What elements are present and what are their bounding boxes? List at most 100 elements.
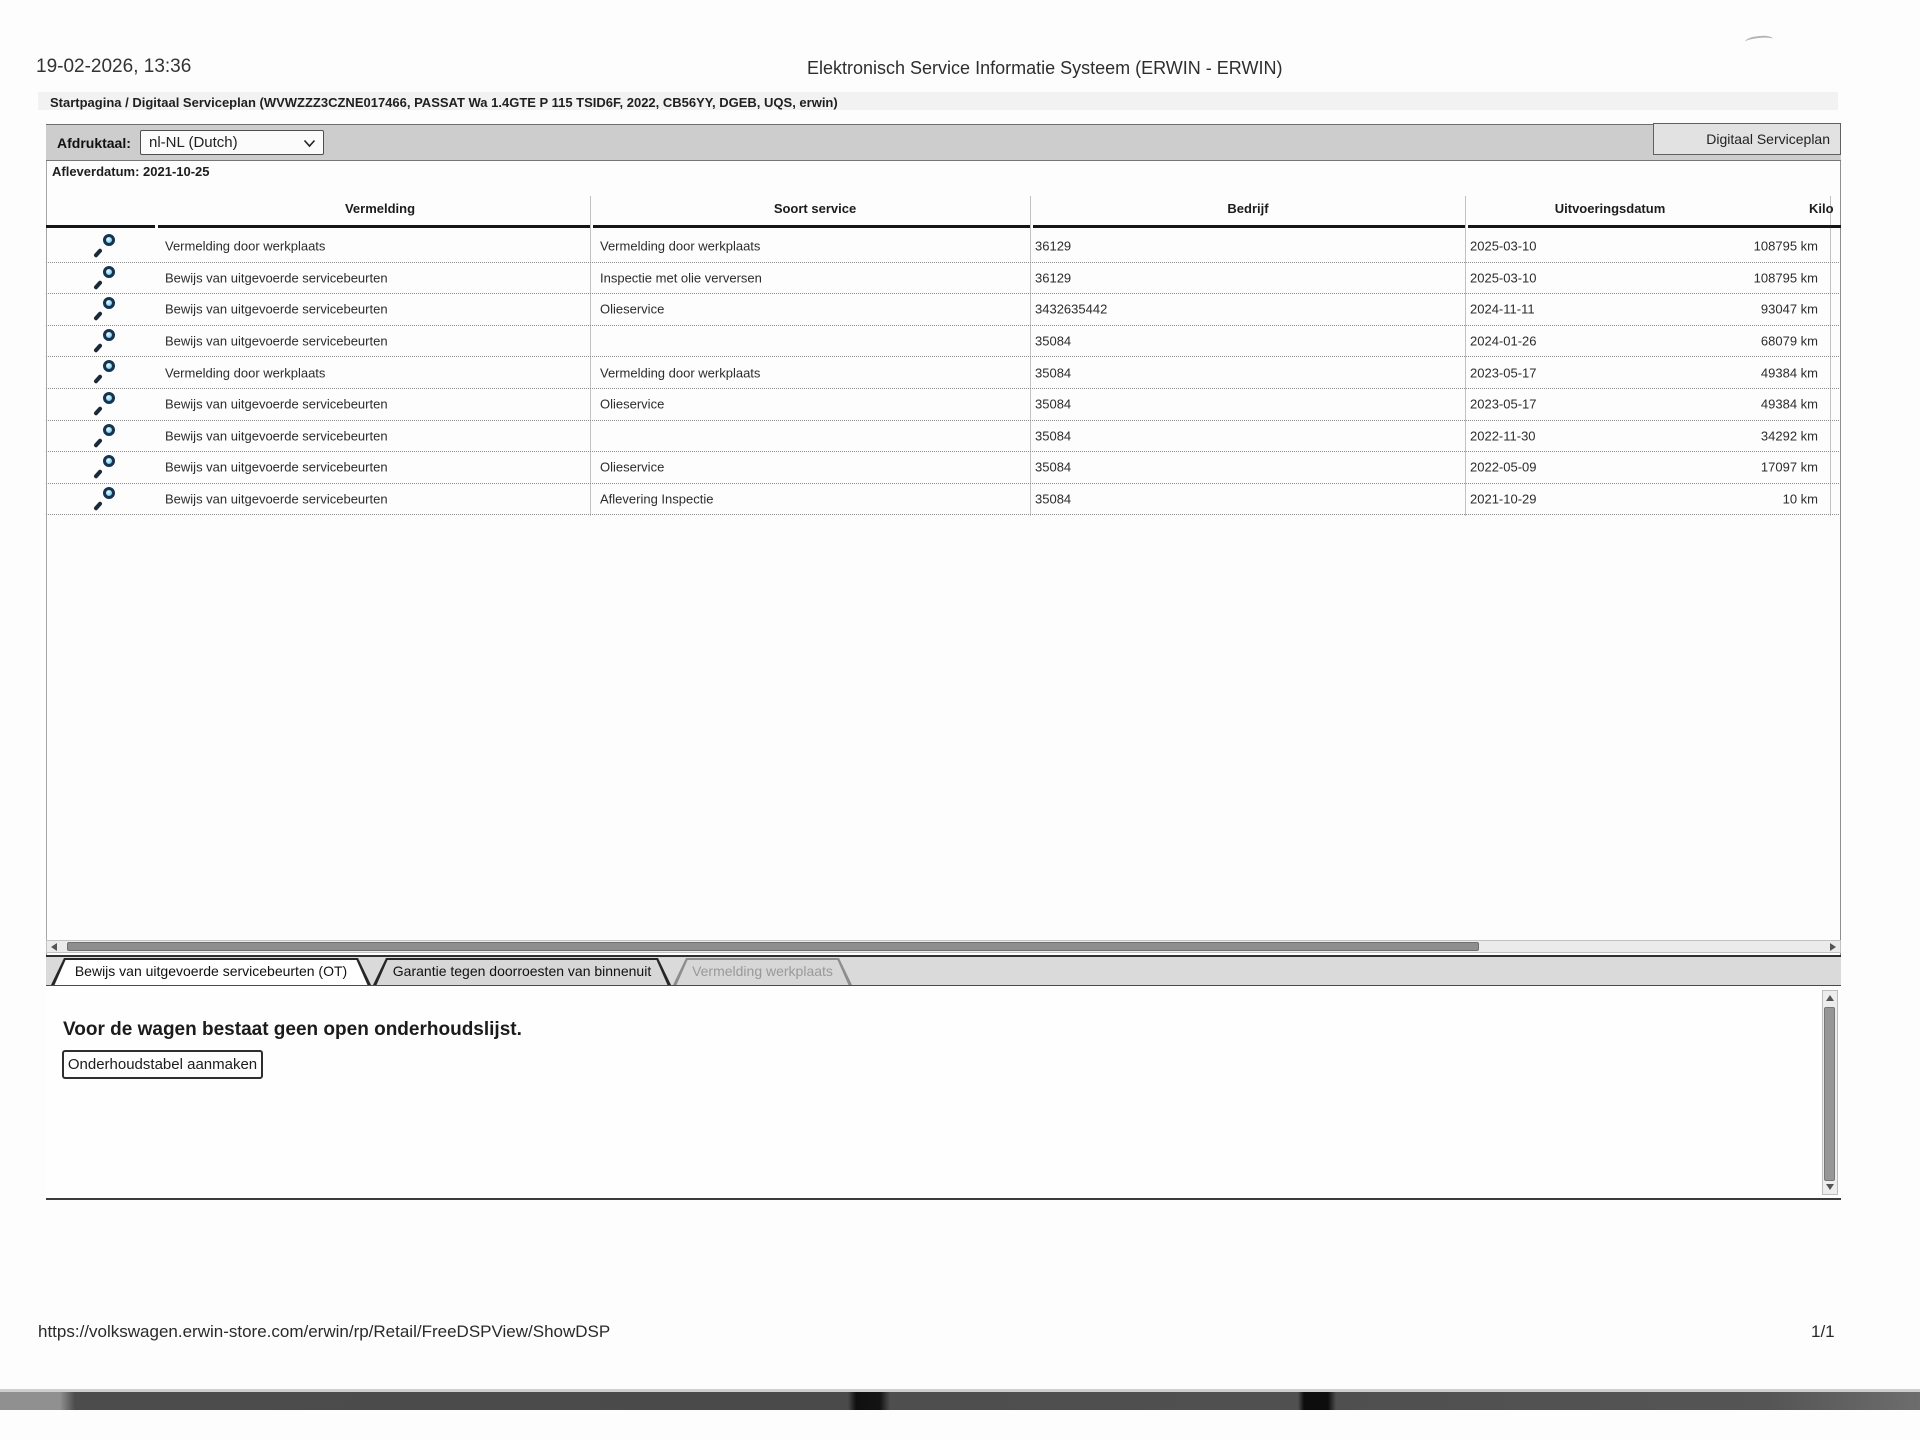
cell-kilometerstand: 34292 km	[1760, 428, 1818, 444]
breadcrumb: Startpagina / Digitaal Serviceplan (WVWZ…	[50, 95, 838, 110]
print-datetime: 19-02-2026, 13:36	[36, 56, 192, 77]
cell-vermelding: Bewijs van uitgevoerde servicebeurten	[165, 270, 388, 286]
cell-vermelding: Bewijs van uitgevoerde servicebeurten	[165, 491, 388, 507]
table-row: Vermelding door werkplaats Vermelding do…	[46, 231, 1841, 263]
cell-kilometerstand: 108795 km	[1753, 238, 1818, 254]
cell-vermelding: Bewijs van uitgevoerde servicebeurten	[165, 396, 388, 412]
page-title: Elektronisch Service Informatie Systeem …	[807, 58, 1283, 78]
table-row: Bewijs van uitgevoerde servicebeurten Ol…	[46, 389, 1841, 421]
table-row: Bewijs van uitgevoerde servicebeurten Ol…	[46, 294, 1841, 326]
column-header-kilometerstand: Kilo	[1809, 201, 1834, 216]
column-header-vermelding: Vermelding	[344, 201, 416, 216]
magnifier-icon[interactable]	[92, 360, 117, 385]
magnifier-icon[interactable]	[92, 486, 117, 512]
magnifier-lens	[103, 234, 115, 246]
toolbar: Afdruktaal: nl-NL (Dutch) Digitaal Servi…	[46, 123, 1841, 161]
table-row: Bewijs van uitgevoerde servicebeurten In…	[46, 263, 1841, 295]
magnifier-handle	[93, 500, 103, 511]
magnifier-handle	[93, 405, 103, 417]
tab-label: Garantie tegen doorroesten van binnenuit	[392, 963, 652, 979]
cell-uitvoeringsdatum: 2024-11-11	[1470, 301, 1535, 317]
cell-uitvoeringsdatum: 2021-10-29	[1470, 491, 1537, 507]
magnifier-handle	[93, 342, 103, 353]
horizontal-scrollbar-thumb[interactable]	[67, 942, 1479, 951]
column-header-soort-service: Soort service	[773, 201, 857, 216]
cell-vermelding: Bewijs van uitgevoerde servicebeurten	[165, 301, 388, 317]
magnifier-icon[interactable]	[92, 391, 117, 417]
magnifier-handle	[93, 279, 103, 290]
language-select[interactable]: nl-NL (Dutch)	[140, 130, 324, 155]
cell-uitvoeringsdatum: 2022-11-30	[1470, 428, 1536, 444]
scan-artifact-mark	[1744, 34, 1774, 47]
column-separator	[1830, 196, 1831, 516]
scan-streak	[38, 92, 1838, 110]
cell-soort-service: Olieservice	[600, 301, 665, 317]
magnifier-handle	[93, 374, 103, 385]
cell-kilometerstand: 17097 km	[1760, 459, 1818, 475]
header-underline	[46, 225, 1841, 228]
print-language-label: Afdruktaal:	[57, 135, 131, 151]
magnifier-lens	[103, 391, 115, 404]
cell-kilometerstand: 10 km	[1782, 491, 1818, 507]
table-row: Vermelding door werkplaats Vermelding do…	[46, 357, 1841, 389]
magnifier-icon[interactable]	[92, 423, 117, 449]
cell-uitvoeringsdatum: 2022-05-09	[1470, 459, 1537, 475]
header-underline-gap	[155, 225, 158, 228]
magnifier-icon[interactable]	[92, 328, 117, 354]
tab-fill	[673, 958, 852, 985]
magnifier-icon[interactable]	[92, 234, 117, 259]
cell-kilometerstand: 93047 km	[1760, 301, 1818, 317]
cell-uitvoeringsdatum: 2023-05-17	[1470, 365, 1537, 381]
service-history-table: Vermelding door werkplaats Vermelding do…	[46, 231, 1841, 516]
tab-garantie-doorroesten[interactable]: Garantie tegen doorroesten van binnenuit	[373, 958, 671, 985]
cell-soort-service: Aflevering Inspectie	[600, 491, 714, 507]
cell-uitvoeringsdatum: 2023-05-17	[1470, 396, 1537, 412]
create-maintenance-table-button[interactable]: Onderhoudstabel aanmaken	[62, 1050, 263, 1079]
magnifier-handle	[93, 437, 103, 448]
magnifier-icon[interactable]	[92, 455, 117, 480]
tab-label: Bewijs van uitgevoerde servicebeurten (O…	[74, 963, 348, 979]
cell-uitvoeringsdatum: 2024-01-26	[1470, 333, 1537, 349]
cell-vermelding: Vermelding door werkplaats	[165, 365, 326, 381]
magnifier-lens	[103, 423, 115, 436]
cell-bedrijf: 35084	[1035, 459, 1072, 475]
header-underline-gap	[1465, 225, 1468, 228]
magnifier-lens	[103, 455, 115, 468]
cell-soort-service: Vermelding door werkplaats	[600, 365, 761, 381]
table-row: Bewijs van uitgevoerde servicebeurten Ol…	[46, 452, 1841, 484]
header-underline-gap	[590, 225, 593, 228]
panel-message: Voor de wagen bestaat geen open onderhou…	[63, 1019, 522, 1040]
cell-vermelding: Bewijs van uitgevoerde servicebeurten	[165, 428, 388, 444]
cell-kilometerstand: 49384 km	[1760, 365, 1818, 381]
magnifier-handle	[93, 469, 103, 480]
magnifier-lens	[103, 486, 115, 499]
column-separator	[590, 196, 591, 516]
scan-artifact-band	[0, 1389, 1920, 1410]
tab-strip: Bewijs van uitgevoerde servicebeurten (O…	[46, 955, 1841, 985]
cell-bedrijf: 35084	[1035, 428, 1072, 444]
delivery-date: Afleverdatum: 2021-10-25	[52, 164, 210, 179]
scroll-up-arrow-icon[interactable]	[1826, 995, 1834, 1001]
table-row: Bewijs van uitgevoerde servicebeurten 35…	[46, 421, 1841, 453]
scroll-down-arrow-icon[interactable]	[1826, 1184, 1834, 1190]
cell-kilometerstand: 49384 km	[1760, 396, 1818, 412]
tab-bewijs-servicebeurten[interactable]: Bewijs van uitgevoerde servicebeurten (O…	[51, 958, 371, 985]
magnifier-lens	[103, 328, 115, 341]
vertical-scrollbar-thumb[interactable]	[1824, 1007, 1835, 1181]
column-header-bedrijf: Bedrijf	[1227, 201, 1269, 216]
magnifier-lens	[103, 297, 115, 310]
scroll-left-arrow-icon[interactable]	[51, 943, 57, 951]
cell-uitvoeringsdatum: 2025-03-10	[1470, 270, 1537, 286]
vertical-scrollbar[interactable]	[1822, 990, 1838, 1195]
cell-bedrijf: 35084	[1035, 365, 1072, 381]
cell-bedrijf: 36129	[1035, 270, 1072, 286]
column-header-uitvoeringsdatum: Uitvoeringsdatum	[1554, 201, 1666, 216]
column-separator	[1465, 196, 1466, 516]
table-row: Bewijs van uitgevoerde servicebeurten Af…	[46, 484, 1841, 516]
scroll-right-arrow-icon[interactable]	[1830, 943, 1836, 951]
horizontal-scrollbar[interactable]	[46, 940, 1841, 953]
magnifier-icon[interactable]	[92, 297, 117, 322]
maintenance-panel: Voor de wagen bestaat geen open onderhou…	[46, 985, 1841, 1200]
magnifier-icon[interactable]	[92, 265, 117, 291]
